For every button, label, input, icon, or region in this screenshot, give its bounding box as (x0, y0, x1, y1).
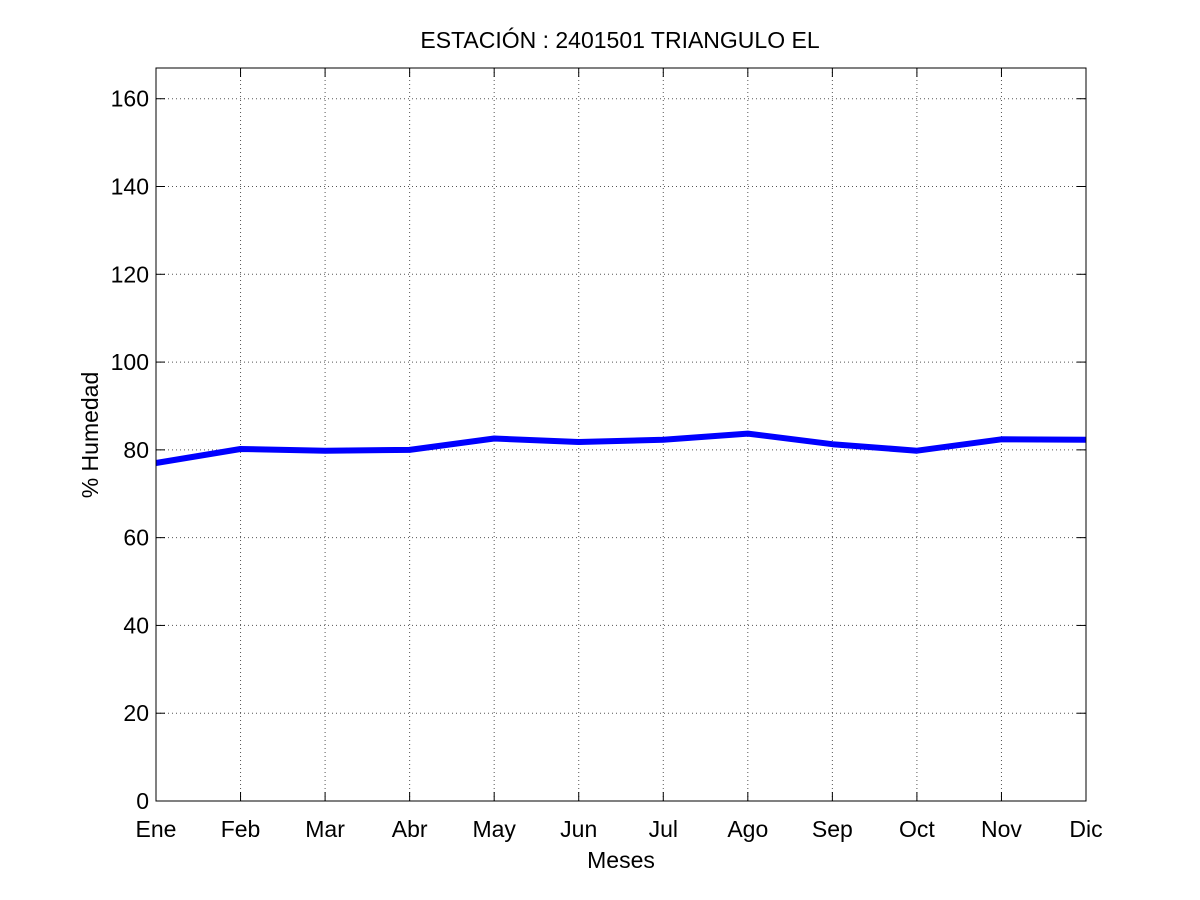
x-tick-label: Mar (305, 816, 345, 842)
x-tick-label: Sep (812, 816, 853, 842)
x-tick-label: Oct (899, 816, 935, 842)
x-tick-label: Abr (392, 816, 428, 842)
data-point (240, 448, 242, 450)
data-point (1000, 438, 1002, 440)
x-tick-label: Nov (981, 816, 1022, 842)
data-point (831, 443, 833, 445)
data-point (747, 433, 749, 435)
y-tick-label: 40 (123, 612, 149, 638)
data-point (578, 441, 580, 443)
x-axis-label: Meses (587, 847, 655, 873)
series-line (155, 430, 1087, 466)
y-axis-label: % Humedad (77, 372, 103, 499)
data-point (324, 450, 326, 452)
x-tick-label: May (472, 816, 516, 842)
data-point (916, 450, 918, 452)
x-tick-label: Dic (1069, 816, 1102, 842)
y-tick-label: 160 (111, 86, 149, 112)
data-point (409, 449, 411, 451)
grid-lines (156, 68, 1086, 801)
y-tick-label: 80 (123, 437, 149, 463)
chart-title: ESTACIÓN : 2401501 TRIANGULO EL (420, 27, 819, 53)
y-tick-label: 20 (123, 700, 149, 726)
axis-ticks: Ene Feb Mar Abr May Jun Jul Ago Sep Oct Nov Dic 0 20 4… (111, 68, 1103, 842)
series-layer (155, 430, 1087, 466)
x-tick-label: Ene (136, 816, 177, 842)
x-tick-label: Feb (221, 816, 261, 842)
x-tick-label: Ago (727, 816, 768, 842)
y-tick-label: 120 (111, 261, 149, 287)
y-tick-label: 140 (111, 174, 149, 200)
data-point (662, 439, 664, 441)
x-tick-label: Jun (560, 816, 597, 842)
data-point (493, 437, 495, 439)
y-tick-label: 60 (123, 525, 149, 551)
y-tick-label: 0 (136, 788, 149, 814)
x-tick-label: Jul (649, 816, 678, 842)
y-tick-label: 100 (111, 349, 149, 375)
plot-frame (155, 67, 1087, 802)
